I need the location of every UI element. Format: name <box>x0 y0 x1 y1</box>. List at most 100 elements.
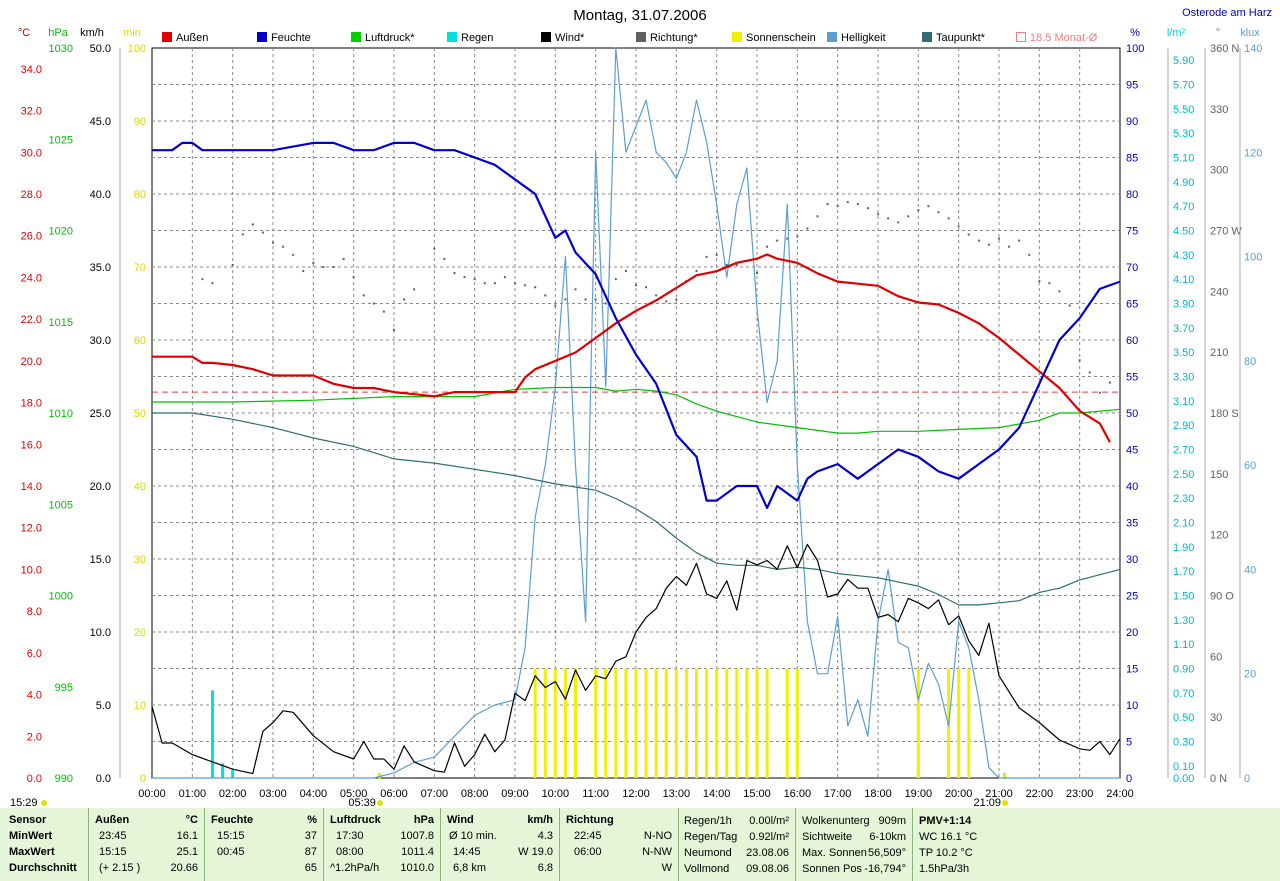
stats-col-aussen: Außen °C 23:45 16.1 15:15 25.1 (+ 2.15 ) 20.… <box>89 808 205 881</box>
y-tick-rain: 4.70 <box>1173 201 1194 213</box>
y-tick-humidity: 60 <box>1126 335 1138 347</box>
y-tick-humidity: 75 <box>1126 226 1138 238</box>
y-tick-temp: 14.0 <box>21 481 42 493</box>
series-point-richtung <box>382 310 385 313</box>
richtung-avg-value: W <box>661 862 672 874</box>
series-point-richtung <box>231 263 234 266</box>
y-tick-brightness: 100 <box>1244 252 1262 264</box>
y-tick-sun_min: 30 <box>134 554 146 566</box>
x-tick-label: 14:00 <box>703 788 731 800</box>
sunset-tick <box>1003 773 1007 779</box>
feuchte-unit: % <box>307 814 317 826</box>
y-tick-rain: 4.50 <box>1173 226 1194 238</box>
aussen-max-time: 15:15 <box>99 846 127 858</box>
y-tick-humidity: 45 <box>1126 445 1138 457</box>
y-tick-direction: 270 W <box>1210 226 1242 238</box>
stats-col-feuchte: Feuchte% 15:15 37 00:45 87 65 <box>205 808 324 881</box>
x-tick-label: 17:00 <box>824 788 852 800</box>
series-point-richtung <box>776 239 779 242</box>
y-tick-wind: 25.0 <box>90 408 111 420</box>
y-tick-temp: 16.0 <box>21 439 42 451</box>
x-tick-label: 24:00 <box>1106 788 1134 800</box>
sunshine-bar <box>644 668 648 778</box>
series-point-richtung <box>574 288 577 291</box>
y-tick-wind: 10.0 <box>90 627 111 639</box>
regen-tag-value: 0.92l/m² <box>749 831 789 843</box>
y-tick-temp: 20.0 <box>21 356 42 368</box>
legend-label: Richtung* <box>650 32 698 44</box>
wolken-label: Wolkenunterg <box>802 815 870 827</box>
pressure-trend-value: 1.5hPa/3h <box>919 863 970 875</box>
y-tick-wind: 15.0 <box>90 554 111 566</box>
series-point-richtung <box>1078 359 1081 362</box>
y-tick-sun_min: 90 <box>134 116 146 128</box>
y-tick-temp: 4.0 <box>27 690 42 702</box>
x-tick-label: 19:00 <box>905 788 933 800</box>
stats-table: Sensor MinWert MaxWert Durchschnitt Auße… <box>0 808 1280 881</box>
y-tick-humidity: 10 <box>1126 700 1138 712</box>
sunshine-bar <box>574 668 577 778</box>
stats-col-sensor: Sensor MinWert MaxWert Durchschnitt <box>0 808 89 881</box>
chart-title: Montag, 31.07.2006 <box>573 7 706 24</box>
aussen-min-time: 23:45 <box>99 830 127 842</box>
y-tick-rain: 1.70 <box>1173 566 1194 578</box>
sunset-label: 21:09 <box>974 797 1002 808</box>
stats-col-luftdruck: Luftdruck hPa 17:30 1007.8 08:00 1011.4 ^1.… <box>324 808 441 881</box>
y-tick-direction: 300 <box>1210 165 1228 177</box>
y-tick-humidity: 95 <box>1126 80 1138 92</box>
luftdruck-min-time: 17:30 <box>336 830 364 842</box>
y-tick-temp: 32.0 <box>21 106 42 118</box>
legend-label: Wind* <box>555 32 585 44</box>
y-tick-sun_min: 20 <box>134 627 146 639</box>
series-point-richtung <box>1108 381 1111 384</box>
sunrise-label: 05:39 <box>348 797 376 808</box>
sichtweite-label: Sichtweite <box>802 831 853 843</box>
stats-col-wind: Wind km/h Ø 10 min. 4.3 14:45 W 19.0 6,8 km… <box>441 808 560 881</box>
y-tick-rain: 2.50 <box>1173 469 1194 481</box>
x-tick-label: 15:00 <box>743 788 771 800</box>
sunrise-icon <box>376 800 383 806</box>
y-tick-humidity: 50 <box>1126 408 1138 420</box>
feuchte-header: Feuchte <box>211 814 254 826</box>
unit-label-rain: l/m² <box>1167 27 1186 39</box>
y-tick-rain: 0.30 <box>1173 737 1194 749</box>
series-point-richtung <box>251 223 254 226</box>
stats-col-pmv: PMV+1:14 WC 16.1 °C TP 10.2 °C 1.5hPa/3h <box>913 808 1013 881</box>
taupunkt-value: TP 10.2 °C <box>919 847 973 859</box>
sunset-icon <box>1002 800 1009 806</box>
x-tick-label: 21:00 <box>985 788 1013 800</box>
x-tick-label: 08:00 <box>461 788 489 800</box>
sunshine-bar <box>594 668 598 778</box>
series-line-außen <box>152 253 1111 443</box>
series-point-richtung <box>796 235 799 238</box>
sunshine-bar <box>725 668 729 778</box>
x-tick-label: 06:00 <box>380 788 408 800</box>
sunshine-bar <box>957 668 961 778</box>
series-point-richtung <box>957 225 960 228</box>
legend-label: Feuchte <box>271 32 311 44</box>
y-tick-sun_min: 100 <box>128 43 146 55</box>
y-tick-rain: 3.10 <box>1173 396 1194 408</box>
legend-label: Regen <box>461 32 493 44</box>
y-tick-rain: 5.90 <box>1173 55 1194 67</box>
y-tick-sun_min: 40 <box>134 481 146 493</box>
y-tick-humidity: 85 <box>1126 153 1138 165</box>
y-tick-humidity: 30 <box>1126 554 1138 566</box>
x-tick-label: 00:00 <box>138 788 166 800</box>
wind-avg-value: 6.8 <box>537 862 553 874</box>
luftdruck-max-value: 1011.4 <box>401 846 434 858</box>
y-tick-sun_min: 80 <box>134 189 146 201</box>
y-tick-pressure: 1000 <box>49 591 73 603</box>
y-tick-temp: 24.0 <box>21 272 42 284</box>
y-tick-rain: 0.70 <box>1173 688 1194 700</box>
series-point-richtung <box>624 270 627 273</box>
series-point-richtung <box>725 263 728 266</box>
sunshine-bar <box>715 668 719 778</box>
series-point-richtung <box>1098 391 1101 394</box>
series-point-richtung <box>766 245 769 248</box>
y-tick-pressure: 1010 <box>49 408 73 420</box>
regen-tag-label: Regen/Tag <box>684 831 738 843</box>
series-point-richtung <box>1088 371 1091 374</box>
y-tick-humidity: 5 <box>1126 737 1132 749</box>
sunshine-bar <box>533 668 537 778</box>
